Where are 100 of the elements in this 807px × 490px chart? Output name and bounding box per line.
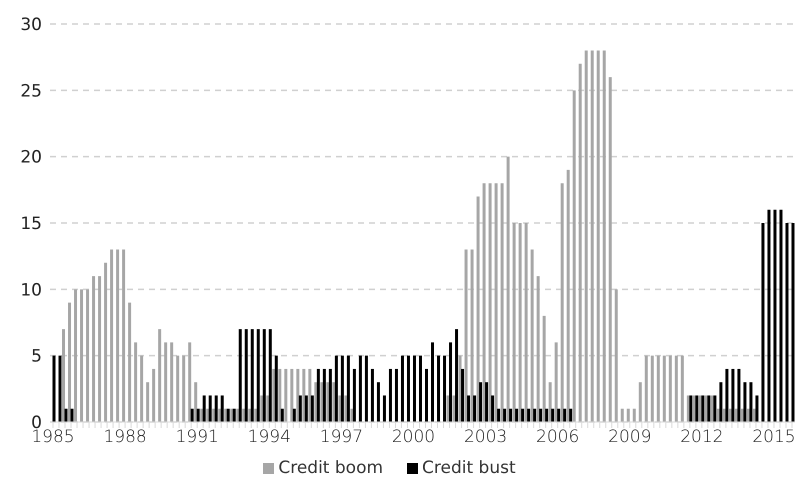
bar: [406, 356, 410, 422]
bar: [503, 408, 506, 422]
bar: [116, 250, 120, 422]
bar: [524, 223, 528, 422]
bar: [737, 368, 740, 422]
bar: [632, 408, 636, 422]
bar: [554, 342, 558, 422]
bar: [713, 395, 716, 422]
bar: [569, 408, 572, 422]
bar: [220, 395, 224, 422]
bar: [500, 183, 504, 422]
bar: [202, 395, 206, 422]
bar: [92, 276, 96, 422]
bar: [455, 329, 458, 422]
bar: [518, 223, 522, 422]
bar: [467, 395, 470, 422]
bar: [578, 64, 582, 422]
bar: [620, 408, 624, 422]
bar: [773, 210, 776, 422]
x-tick-label: 2006: [536, 427, 580, 448]
bar: [364, 356, 368, 422]
bar: [614, 289, 618, 422]
bar: [170, 342, 174, 422]
bar: [479, 382, 482, 422]
x-tick-label: 1991: [176, 427, 219, 448]
bar: [194, 382, 198, 422]
bar: [461, 368, 464, 422]
bar: [542, 316, 546, 422]
bar: [539, 408, 542, 422]
bar: [443, 356, 446, 422]
bar: [370, 368, 374, 422]
bar: [278, 368, 282, 422]
y-tick-label: 10: [20, 280, 42, 300]
bar: [494, 183, 498, 422]
bar: [488, 183, 492, 422]
bar: [134, 342, 138, 422]
bar: [731, 368, 734, 422]
bar: [70, 408, 74, 422]
bar: [400, 356, 404, 422]
bar: [52, 356, 56, 422]
bar: [376, 382, 380, 422]
bar: [110, 250, 114, 422]
bar: [208, 395, 212, 422]
bar: [791, 223, 794, 422]
bar: [128, 302, 132, 422]
bar: [302, 368, 306, 422]
bar: [62, 329, 66, 422]
bar: [182, 356, 186, 422]
bar: [602, 50, 606, 422]
bar: [551, 408, 554, 422]
bar: [280, 408, 284, 422]
bar: [527, 408, 530, 422]
bar: [188, 342, 192, 422]
bar: [743, 382, 746, 422]
bar: [244, 329, 248, 422]
bar: [284, 368, 288, 422]
bar: [548, 382, 552, 422]
bar: [779, 210, 782, 422]
bar: [382, 395, 386, 422]
bar: [310, 395, 314, 422]
y-tick-label: 25: [20, 81, 42, 102]
bar: [566, 170, 570, 422]
bar: [250, 329, 254, 422]
bar: [176, 356, 180, 422]
bar: [394, 368, 398, 422]
x-tick-label: 2009: [608, 427, 652, 448]
bar: [322, 368, 326, 422]
y-tick-label: 30: [20, 15, 42, 36]
bar: [104, 262, 108, 422]
x-tick-label: 1994: [248, 427, 291, 448]
bar: [352, 368, 356, 422]
bar: [214, 395, 218, 422]
bar: [689, 395, 692, 422]
bar: [418, 356, 422, 422]
bar: [662, 356, 666, 422]
bar: [725, 368, 728, 422]
bar: [328, 368, 332, 422]
bar: [515, 408, 518, 422]
bar: [80, 289, 84, 422]
y-tick-label: 5: [31, 346, 42, 367]
bar: [346, 356, 350, 422]
bar: [68, 302, 72, 422]
bar: [140, 356, 144, 422]
bar: [308, 368, 312, 422]
bar: [557, 408, 560, 422]
bar: [680, 356, 684, 422]
bar: [668, 356, 672, 422]
bar: [497, 408, 500, 422]
bar: [388, 368, 392, 422]
bar: [340, 356, 344, 422]
bar: [274, 356, 278, 422]
bar: [476, 196, 480, 422]
bar: [431, 342, 434, 422]
bar: [485, 382, 488, 422]
bar: [533, 408, 536, 422]
bar: [74, 289, 78, 422]
bar: [638, 382, 642, 422]
bar: [707, 395, 710, 422]
bar: [785, 223, 788, 422]
bar: [296, 368, 300, 422]
